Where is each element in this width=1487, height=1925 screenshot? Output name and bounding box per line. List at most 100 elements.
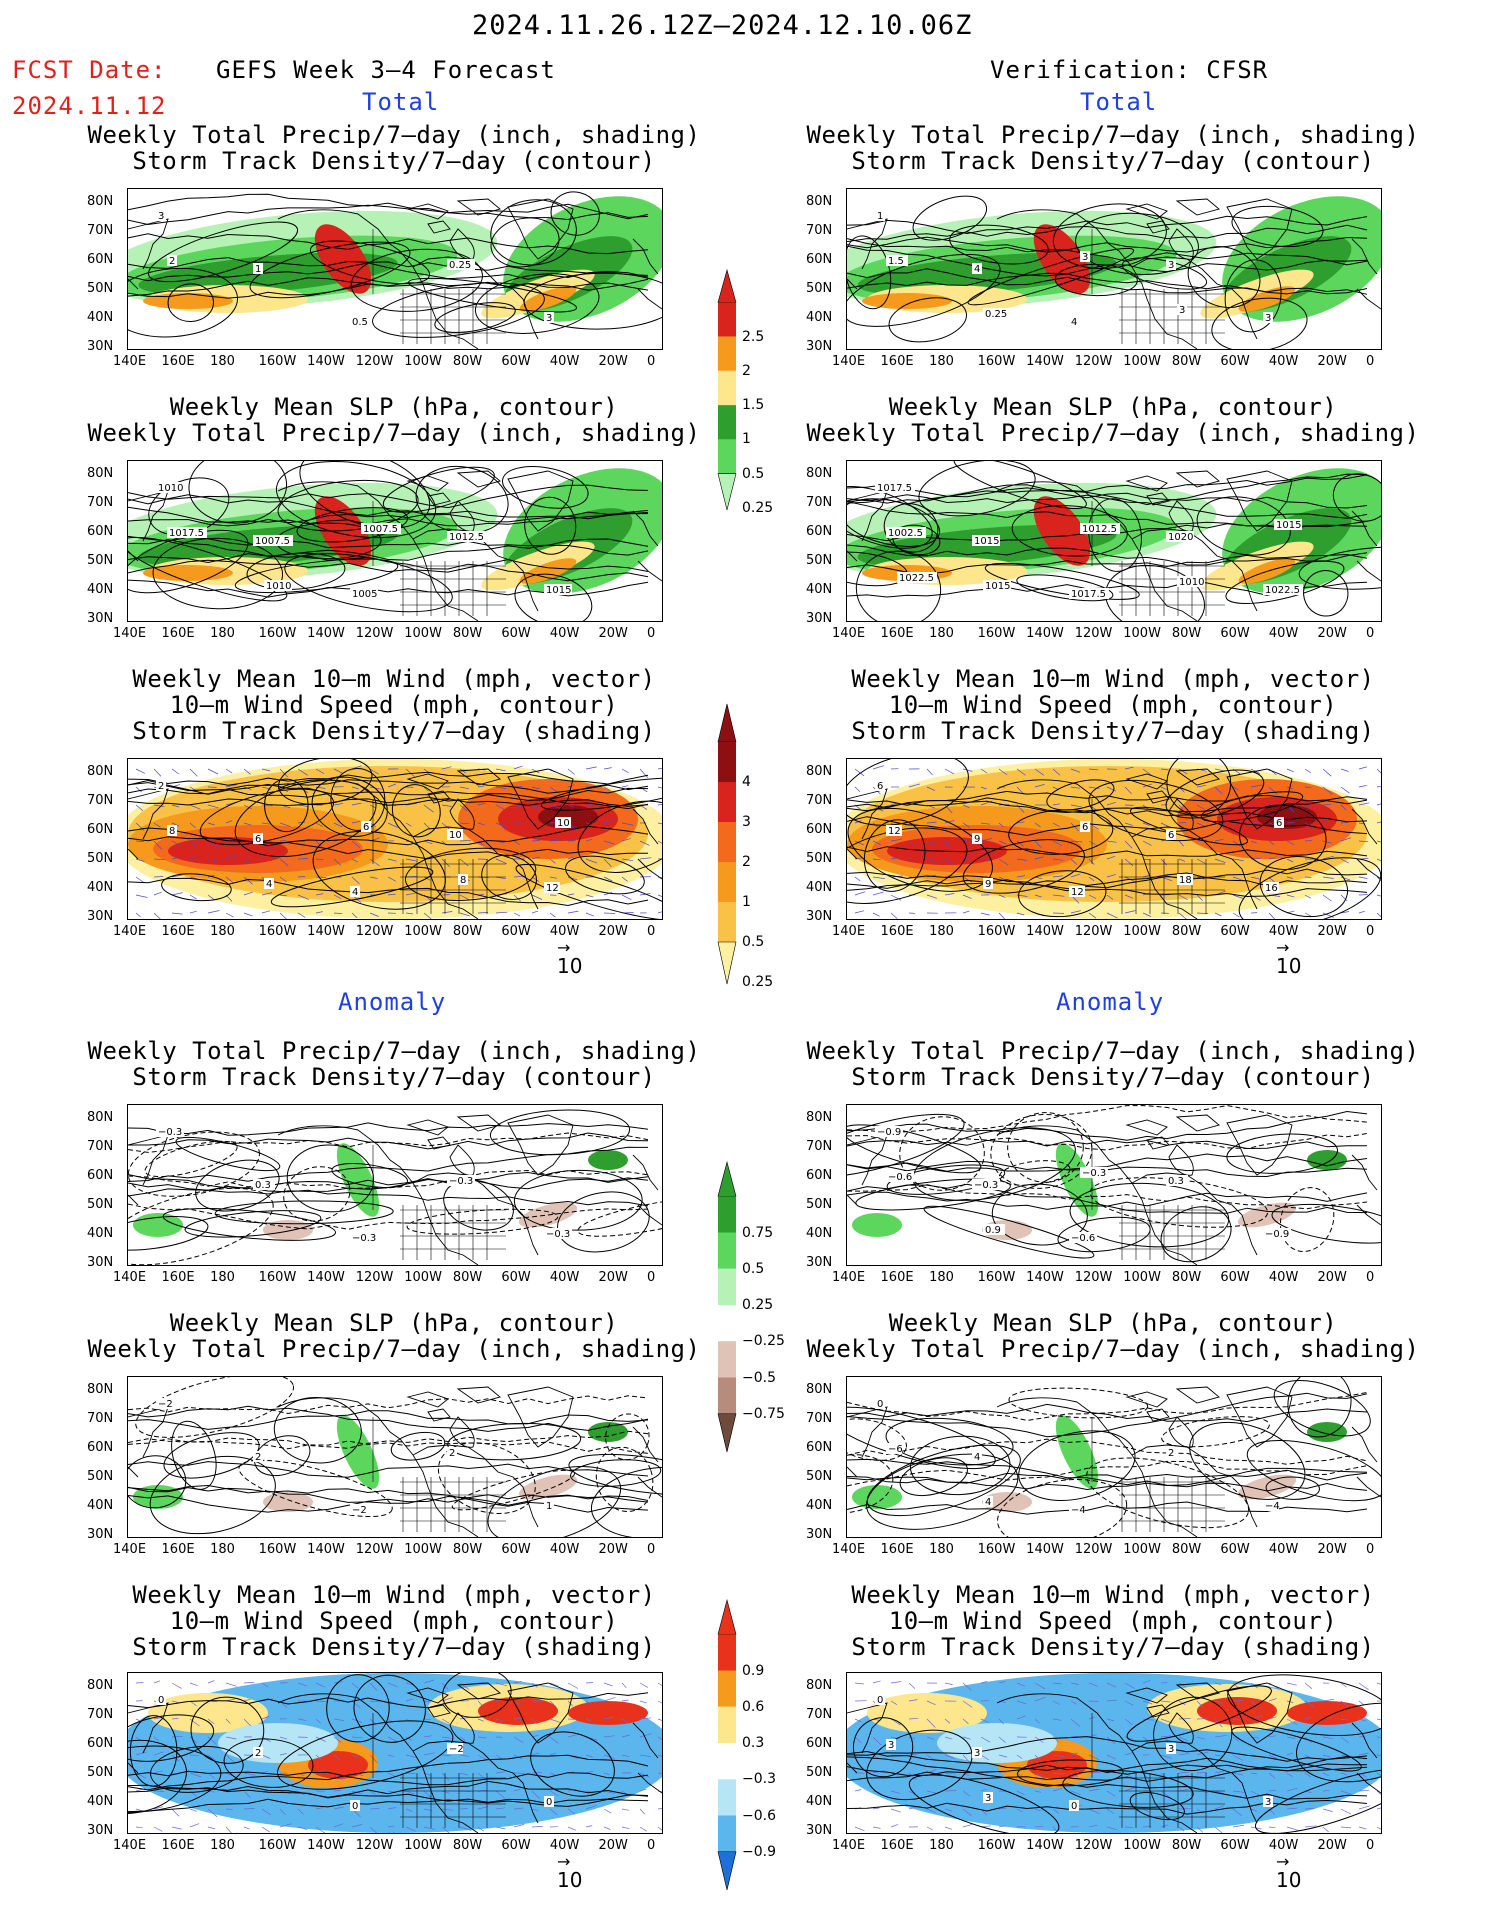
lon-label: 60W (501, 1542, 531, 1557)
contour-label: −2 (158, 1399, 173, 1410)
lon-label: 160E (161, 924, 195, 939)
contour-label: −0.3 (352, 1233, 376, 1244)
contour-label: 2 (169, 256, 175, 267)
contour-label: 1 (877, 211, 883, 222)
lon-label: 140E (113, 626, 147, 641)
lon-label: 160E (880, 1838, 914, 1853)
lon-label: 140E (832, 1270, 866, 1285)
lon-label: 180 (929, 924, 954, 939)
contour-label: 4 (1071, 317, 1077, 328)
colorbar-segment (718, 902, 736, 942)
state-borders (372, 1713, 506, 1828)
contour-label: 0 (546, 1797, 552, 1808)
contour-label: 6 (1276, 818, 1282, 829)
colorbar-label: 0.25 (742, 974, 774, 990)
contour-label: 3 (1168, 260, 1174, 271)
lat-label: 40N (87, 582, 114, 597)
lon-label: 120W (355, 626, 394, 641)
lat-label: 50N (806, 1765, 833, 1780)
lon-label: 140W (1026, 1542, 1064, 1557)
contour-label: 1010 (158, 483, 183, 494)
lat-label: 40N (806, 582, 833, 597)
lon-label: 100W (404, 1838, 442, 1853)
lon-label: 140W (1026, 626, 1064, 641)
lon-label: 60W (1220, 1270, 1250, 1285)
lat-label: 30N (806, 611, 833, 626)
contour-label: 3 (1265, 1797, 1271, 1808)
map-panel: −0.9 −0.3 −0.6 0.3 −0.9 −0.6 0.9 −0.3 (846, 1104, 1382, 1266)
state-borders (372, 1145, 506, 1260)
fcst-date-value: 2024.11.12 (12, 92, 167, 120)
contour-label: 3 (546, 313, 552, 324)
lon-label: 40W (549, 1838, 580, 1853)
lon-label: 100W (404, 924, 442, 939)
lon-label: 100W (1123, 924, 1161, 939)
anom-brown (982, 1492, 1032, 1512)
lat-label: 30N (87, 1823, 114, 1838)
lon-label: 180 (210, 626, 235, 641)
contour-label: 12 (888, 826, 901, 837)
lon-label: 60W (1220, 626, 1250, 641)
left-total-label: Total (362, 88, 440, 116)
contour-label: 0.25 (985, 309, 1007, 320)
vector-reference: → 10 (557, 1854, 582, 1893)
lon-label: 80W (1171, 626, 1202, 641)
lon-label: 160W (258, 1542, 297, 1557)
right-total-label: Total (1080, 88, 1158, 116)
anom-contours-pos (128, 1396, 662, 1537)
map-svg: −0.3 0.3 −0.3 −0.3 −0.3 (128, 1109, 662, 1265)
lon-label: 20W (1317, 924, 1347, 939)
lon-label: 160E (161, 1270, 195, 1285)
fcst-date-label: FCST Date: (12, 56, 167, 84)
contour-label: 1007.5 (255, 536, 290, 547)
panel-title-line: Storm Track Density/7–day (contour) (851, 147, 1375, 175)
lon-label: 20W (598, 1270, 628, 1285)
precip-band-atlantic-yellow (1200, 541, 1314, 591)
contour-label: 4 (352, 887, 358, 898)
lon-label: 140W (1026, 1838, 1064, 1853)
lon-label: 140E (113, 1838, 147, 1853)
lon-label: 140W (307, 1838, 345, 1853)
contours (847, 195, 1368, 349)
lon-label: 160E (880, 1542, 914, 1557)
lat-label: 80N (806, 1382, 833, 1397)
lon-label: 160E (880, 354, 914, 369)
contour-labels: 1 4 4 3 3 1.5 0.25 3 3 (875, 210, 1273, 328)
lat-label: 60N (806, 252, 833, 267)
contour-label: 10 (449, 830, 462, 841)
panel-title-line: Storm Track Density/7–day (shading) (132, 717, 656, 745)
sanom-blue (937, 1723, 1057, 1763)
lon-label: 160E (161, 1838, 195, 1853)
contour-label: 0 (352, 1801, 358, 1812)
map-panel: −0.3 0.3 −0.3 −0.3 −0.3 (127, 1104, 663, 1266)
lon-label: 180 (929, 354, 954, 369)
lon-label: 140E (832, 924, 866, 939)
contour-label: 1005 (352, 589, 377, 600)
lat-label: 80N (806, 194, 833, 209)
lat-label: 60N (87, 1168, 114, 1183)
contour-label: 1017.5 (1071, 589, 1106, 600)
colorbar-segment (718, 1196, 736, 1233)
contour-labels: −0.3 0.3 −0.3 −0.3 −0.3 (156, 1126, 572, 1244)
lat-label: 60N (806, 524, 833, 539)
lon-label: 100W (1123, 1838, 1161, 1853)
lat-label: 40N (87, 1226, 114, 1241)
precip-band-orange (143, 293, 233, 309)
lon-label: 60W (1220, 1542, 1250, 1557)
lon-label: 100W (404, 1270, 442, 1285)
lon-label: 60W (501, 1838, 531, 1853)
lon-label: 140E (113, 1542, 147, 1557)
contour-labels: 0 3 0 3 3 3 3 (875, 1694, 1273, 1812)
colorbar-segment (718, 336, 736, 371)
lon-label: 160W (977, 354, 1016, 369)
map-svg: −2 2 −2 2 1 (128, 1377, 662, 1537)
sanom-red-2 (1197, 1697, 1277, 1725)
coastline (847, 198, 1381, 349)
lon-label: 100W (404, 354, 442, 369)
lon-label: 80W (452, 924, 483, 939)
map-panel: 6 9 12 6 16 12 9 6 18 6 (846, 758, 1382, 920)
lat-label: 30N (87, 1527, 114, 1542)
lon-label: 180 (929, 1542, 954, 1557)
map-panel: 2 6 4 10 12 8 4 6 8 10 (127, 758, 663, 920)
lon-label: 120W (355, 354, 394, 369)
